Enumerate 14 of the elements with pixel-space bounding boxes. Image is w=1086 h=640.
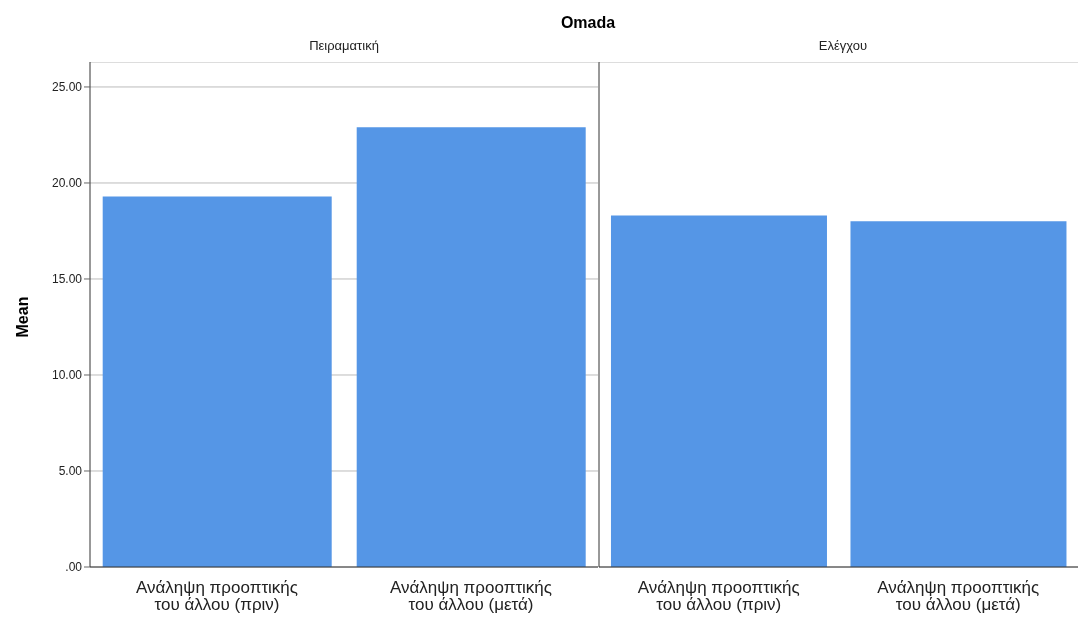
x-tick-label: Ανάληψη προοπτικής του άλλου (μετά) <box>389 578 553 614</box>
y-tick-label: 5.00 <box>58 464 83 479</box>
x-tick-label: Ανάληψη προοπτικής του άλλου (πριν) <box>637 578 800 614</box>
y-axis-title: Mean <box>14 296 32 338</box>
text: Omada <box>560 14 616 31</box>
y-tick-label: 15.00 <box>51 272 83 287</box>
y-tick-label: 20.00 <box>51 176 83 191</box>
x-tick-label: Ανάληψη προοπτικής του άλλου (μετά) <box>877 578 1040 614</box>
y-tick-label: 10.00 <box>51 368 83 383</box>
chart-title: Ελέγχου <box>817 38 869 55</box>
y-tick-label: 25.00 <box>51 80 83 95</box>
chart-title: Πειραματική <box>308 38 380 55</box>
y-tick-label: .00 <box>65 560 83 575</box>
x-tick-label: Ανάληψη προοπτικής του άλλου (πριν) <box>135 578 299 614</box>
